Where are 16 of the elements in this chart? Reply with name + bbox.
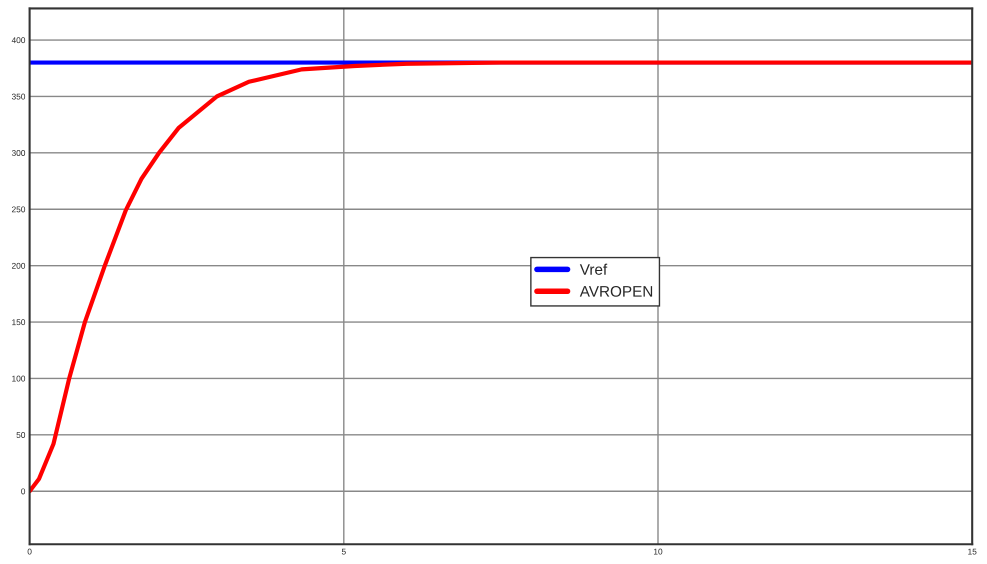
y-tick-label: 50 [16, 432, 26, 438]
y-tick-label: 100 [12, 376, 26, 382]
x-tick-label: 15 [968, 548, 976, 555]
legend-label: AVROPEN [580, 286, 652, 297]
y-tick-label: 300 [12, 150, 26, 156]
x-tick-label: 10 [654, 548, 662, 555]
y-tick-label: 0 [21, 488, 26, 494]
y-tick-label: 400 [12, 37, 26, 44]
y-tick-label: 250 [12, 206, 26, 212]
y-tick-label: 350 [12, 94, 26, 100]
legend-label: Vref [580, 264, 608, 275]
x-tick-label: 0 [28, 548, 32, 555]
line-series [30, 60, 972, 494]
y-tick-label: 150 [12, 319, 26, 326]
x-tick-label: 5 [342, 548, 346, 555]
y-tick-label: 200 [12, 262, 26, 269]
